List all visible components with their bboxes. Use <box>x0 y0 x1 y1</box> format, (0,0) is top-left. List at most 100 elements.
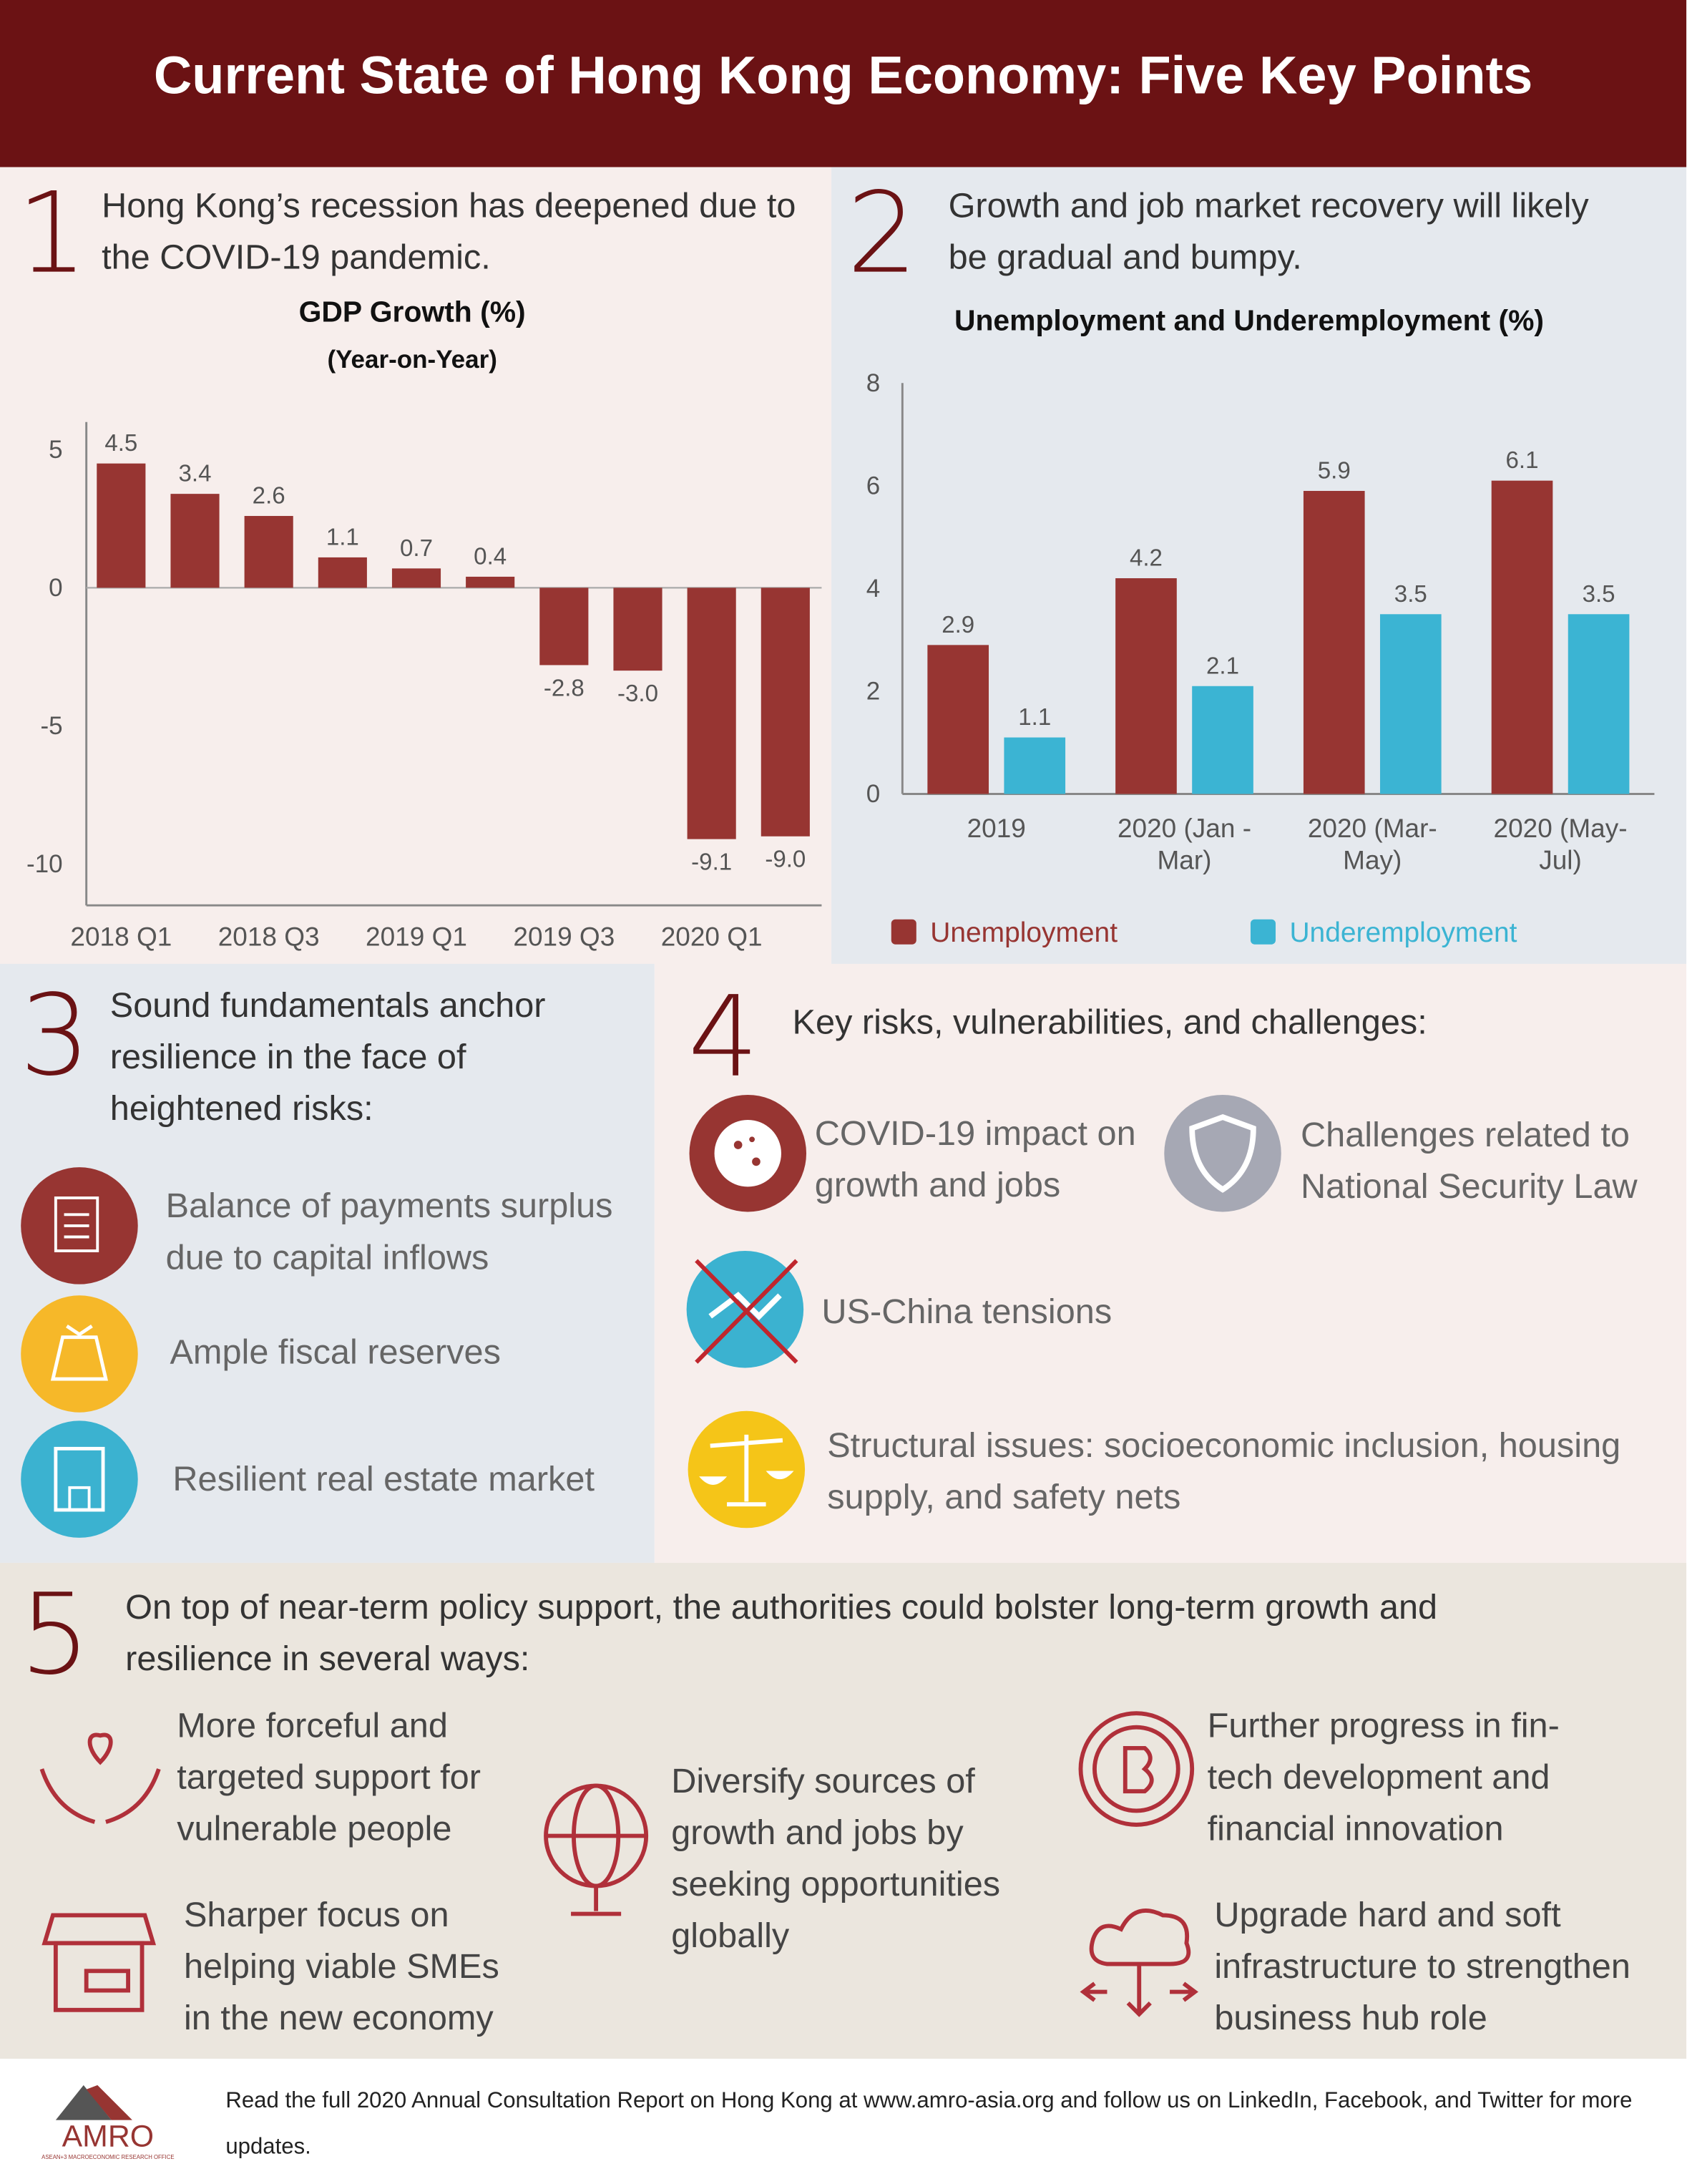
icon <box>1078 1711 1195 1827</box>
icon <box>39 1732 161 1824</box>
icon <box>689 1094 807 1212</box>
bar <box>1192 686 1253 794</box>
bar <box>97 463 146 588</box>
list-item: Ample fiscal reserves <box>170 1332 501 1373</box>
x-tick-label-box: 2020 (Jan - Mar) <box>1118 815 1251 877</box>
list-item: Diversify sources of growth and jobs by … <box>671 1762 1001 1956</box>
icon <box>21 1295 138 1413</box>
list-item: Structural issues: socioeconomic inclusi… <box>827 1426 1621 1517</box>
bar <box>1491 480 1553 794</box>
value-label: -9.0 <box>765 847 806 873</box>
list-item: More forceful and targeted support for v… <box>177 1706 481 1849</box>
value-label: 3.4 <box>179 461 212 487</box>
legend-swatch <box>1250 919 1276 945</box>
x-tick-label: 2018 Q1 <box>70 923 172 953</box>
bar <box>1568 614 1630 794</box>
page-title: Current State of Hong Kong Economy: Five… <box>153 47 1533 106</box>
x-tick-label-box: 2020 (May-Jul) <box>1493 814 1628 877</box>
x-tick-label-box: 2020 (Mar-May) <box>1308 815 1437 877</box>
x-tick-label-box: 2018 Q1 <box>70 923 172 953</box>
y-tick-label: 6 <box>866 472 880 500</box>
list-item: Balance of payments surplus due to capit… <box>165 1186 613 1277</box>
value-label: 5.9 <box>1318 458 1351 484</box>
x-tick-label: 2018 Q3 <box>217 923 320 953</box>
bar <box>613 588 662 671</box>
bar <box>1303 491 1365 794</box>
chart-title: GDP Growth (%) <box>299 296 526 328</box>
value-label: 6.1 <box>1506 447 1539 474</box>
x-tick-label: 2020 Q1 <box>660 923 763 953</box>
x-tick-label-box: 2019 Q3 <box>513 923 615 953</box>
bar <box>927 645 989 794</box>
section-bg <box>0 1562 1687 2059</box>
value-label: 1.1 <box>326 524 359 550</box>
x-tick-label-box: 2020 Q1 <box>660 923 763 953</box>
icon <box>21 1420 138 1538</box>
list-item: Resilient real estate market <box>172 1459 595 1499</box>
legend-label: Underemployment <box>1289 917 1517 948</box>
section-heading: Sound fundamentals anchor resilience in … <box>109 986 546 1128</box>
section-heading: On top of near-term policy support, the … <box>125 1588 1438 1679</box>
y-tick-label: 4 <box>866 575 880 603</box>
icon <box>55 2085 132 2120</box>
section-bg <box>654 963 1687 1563</box>
list-item: Challenges related to National Security … <box>1301 1116 1638 1206</box>
icon <box>21 1167 138 1284</box>
icon <box>1080 1908 1198 2017</box>
section-number: 4 <box>688 972 759 1102</box>
value-label: -2.8 <box>544 675 585 701</box>
header-bar <box>0 0 1687 167</box>
x-tick-label: 2019 Q1 <box>366 923 467 953</box>
section-number: 1 <box>16 168 88 298</box>
bar <box>761 588 810 837</box>
value-label: -9.1 <box>691 849 732 875</box>
list-item: Upgrade hard and soft infrastructure to … <box>1214 1896 1630 2038</box>
value-label: 1.1 <box>1018 704 1051 731</box>
value-label: 2.9 <box>942 612 974 638</box>
section-heading: Growth and job market recovery will like… <box>948 186 1589 278</box>
x-tick-label-box: 2019 <box>967 814 1026 844</box>
logo-text: AMRO <box>62 2118 155 2154</box>
bar <box>687 588 736 839</box>
section-number: 5 <box>19 1569 91 1700</box>
icon <box>686 1250 804 1368</box>
logo-subtitle: ASEAN+3 MACROECONOMIC RESEARCH OFFICE <box>41 2153 175 2161</box>
list-item: Sharper focus on helping viable SMEs in … <box>183 1896 499 2038</box>
chart-subtitle: (Year-on-Year) <box>327 346 497 374</box>
bar <box>318 557 367 588</box>
section-number: 3 <box>19 970 91 1101</box>
section-heading: Key risks, vulnerabilities, and challeng… <box>792 1003 1427 1042</box>
bar <box>539 588 589 666</box>
x-tick-label: 2020 (May-Jul) <box>1493 814 1628 877</box>
value-label: -3.0 <box>617 681 658 707</box>
bar <box>466 576 515 588</box>
bar <box>1004 737 1066 794</box>
y-tick-label: -5 <box>40 712 62 740</box>
legend-swatch <box>891 919 916 945</box>
value-label: 3.5 <box>1583 581 1615 608</box>
y-tick-label: 0 <box>49 574 62 602</box>
x-tick-label: 2019 <box>967 814 1026 844</box>
value-label: 0.4 <box>474 543 507 570</box>
footer-text: Read the full 2020 Annual Consultation R… <box>225 2089 1633 2160</box>
value-label: 2.6 <box>253 482 285 509</box>
icon <box>1164 1094 1281 1212</box>
bar <box>170 494 220 588</box>
bar <box>244 516 293 588</box>
list-item: Further progress in fin-tech development… <box>1207 1706 1560 1849</box>
value-label: 0.7 <box>400 535 433 562</box>
value-label: 3.5 <box>1394 581 1427 608</box>
y-tick-label: 2 <box>866 678 880 706</box>
x-tick-label-box: 2018 Q3 <box>217 923 320 953</box>
legend-label: Unemployment <box>930 917 1118 948</box>
icon <box>544 1783 649 1916</box>
y-tick-label: -10 <box>26 850 63 878</box>
y-tick-label: 0 <box>866 780 880 808</box>
x-tick-label: 2019 Q3 <box>513 923 615 953</box>
value-label: 4.5 <box>104 430 137 457</box>
bar <box>1115 578 1177 794</box>
icon <box>688 1410 806 1529</box>
